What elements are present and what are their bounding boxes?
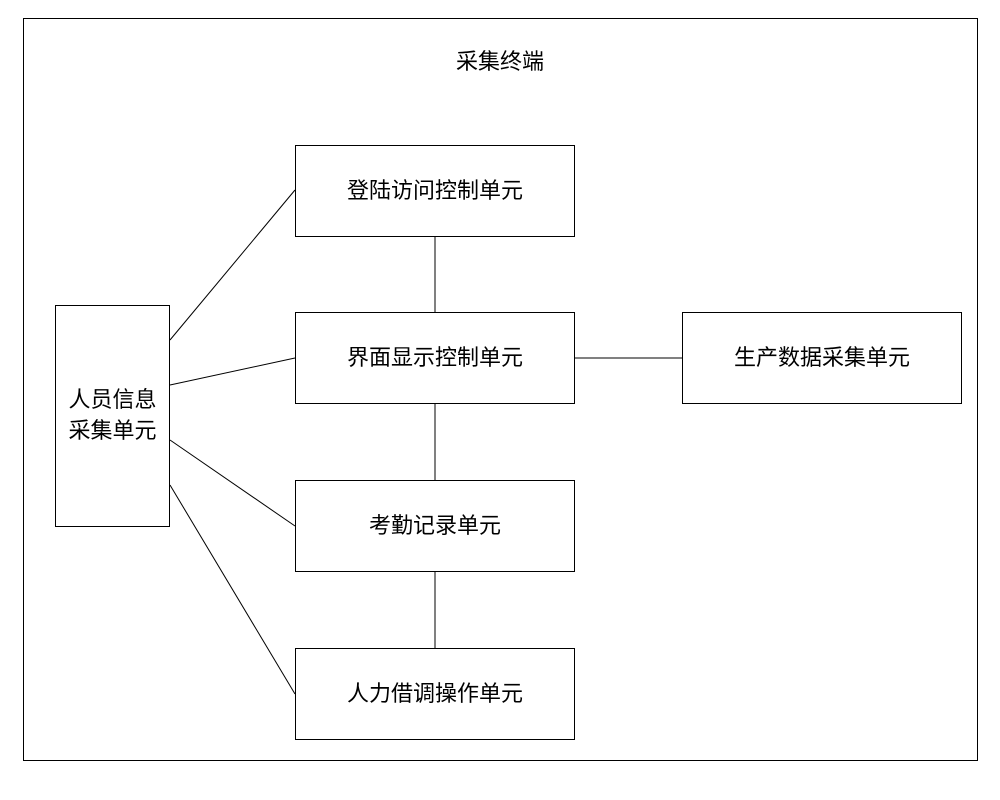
node-prod-data: 生产数据采集单元 (682, 312, 962, 404)
node-label: 人员信息采集单元 (68, 385, 156, 447)
diagram-title: 采集终端 (420, 44, 580, 76)
node-label: 登陆访问控制单元 (347, 176, 523, 207)
node-login-control: 登陆访问控制单元 (295, 145, 575, 237)
node-label: 界面显示控制单元 (347, 343, 523, 374)
node-hr-transfer: 人力借调操作单元 (295, 648, 575, 740)
node-ui-control: 界面显示控制单元 (295, 312, 575, 404)
node-personnel-info: 人员信息采集单元 (55, 305, 170, 527)
node-label: 考勤记录单元 (369, 511, 501, 542)
node-attendance: 考勤记录单元 (295, 480, 575, 572)
node-label: 人力借调操作单元 (347, 679, 523, 710)
node-label: 生产数据采集单元 (734, 343, 910, 374)
diagram-canvas: 采集终端 人员信息采集单元 登陆访问控制单元 界面显示控制单元 考勤记录单元 人… (0, 0, 1000, 800)
